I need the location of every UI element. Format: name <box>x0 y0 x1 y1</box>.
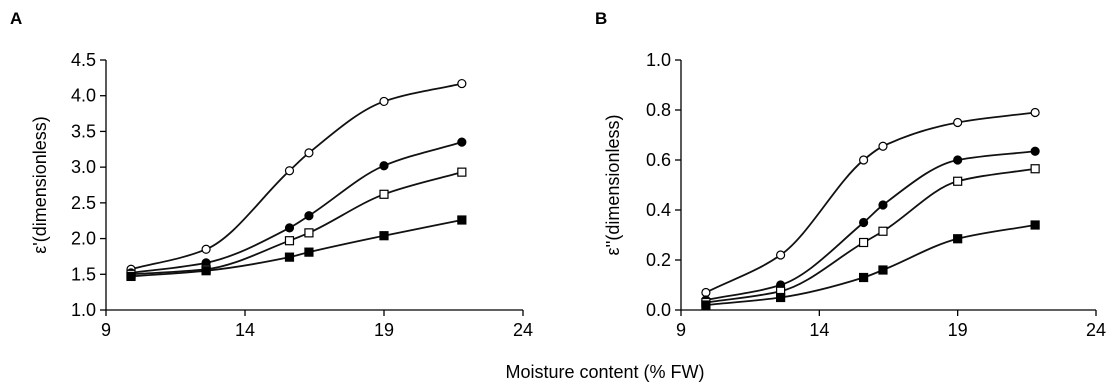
data-point-open-square <box>878 226 888 236</box>
y-tick-label: 3.0 <box>71 157 96 177</box>
y-axis-title: ε''(dimensionless) <box>603 115 623 256</box>
x-axis-title: Moisture content (% FW) <box>505 362 704 382</box>
panel-letter: A <box>10 9 22 28</box>
x-tick-label: 9 <box>101 320 111 340</box>
y-tick-label: 4.5 <box>71 50 96 70</box>
data-point-filled-square <box>953 234 963 244</box>
y-tick-label: 0.6 <box>646 150 671 170</box>
y-tick-label: 4.0 <box>71 86 96 106</box>
data-point-filled-square <box>878 265 888 275</box>
y-axis-title: ε'(dimensionless) <box>30 116 50 254</box>
data-point-open-circle <box>858 155 869 165</box>
x-tick-label: 24 <box>513 320 533 340</box>
series-line-filled-circle <box>705 150 1036 301</box>
data-point-open-circle <box>304 148 314 158</box>
data-point-open-square <box>304 228 314 238</box>
data-point-filled-square <box>457 215 467 225</box>
data-point-open-circle <box>1030 107 1040 118</box>
data-point-open-square <box>858 237 869 248</box>
x-tick-label: 24 <box>1086 320 1106 340</box>
data-point-open-circle <box>953 117 963 128</box>
data-point-filled-circle <box>457 137 467 147</box>
data-point-open-circle <box>284 166 295 176</box>
panel-b: B 0.0 0.2 0.4 0.6 0.8 1.0 9 14 19 24 ε''(dimensionl… <box>595 9 1106 340</box>
data-point-filled-square <box>858 272 869 283</box>
data-point-filled-circle <box>878 200 888 210</box>
data-point-open-square <box>284 236 295 246</box>
y-tick-label: 1.0 <box>71 300 96 320</box>
series-line-filled-circle <box>130 141 463 274</box>
series-line-open-circle <box>130 82 463 271</box>
y-tick-label: 3.5 <box>71 121 96 141</box>
data-point-filled-circle <box>858 217 869 228</box>
y-tick-label: 0.0 <box>646 300 671 320</box>
data-point-open-square <box>379 189 389 199</box>
data-point-open-circle <box>775 250 786 260</box>
data-point-filled-square <box>379 231 389 241</box>
series-line-open-square <box>705 167 1036 304</box>
data-point-open-square <box>457 167 467 177</box>
y-tick-label: 2.0 <box>71 229 96 249</box>
data-point-filled-circle <box>379 161 389 171</box>
y-tick-label: 1.5 <box>71 264 96 284</box>
data-point-open-circle <box>701 287 711 298</box>
x-tick-label: 19 <box>948 320 968 340</box>
y-tick-label: 0.4 <box>646 200 671 220</box>
y-tick-label: 0.2 <box>646 250 671 270</box>
y-tick-label: 0.8 <box>646 100 671 120</box>
x-tick-label: 14 <box>809 320 829 340</box>
series-line-open-circle <box>705 111 1036 294</box>
data-point-filled-square <box>284 252 295 262</box>
data-point-filled-square <box>304 247 314 257</box>
y-tick-label: 2.5 <box>71 193 96 213</box>
x-tick-label: 14 <box>235 320 255 340</box>
data-point-filled-square <box>1030 220 1040 230</box>
panel-letter: B <box>595 9 607 28</box>
data-point-filled-circle <box>304 211 314 221</box>
series-line-filled-square <box>130 219 463 278</box>
data-point-open-circle <box>201 244 211 254</box>
data-point-filled-square <box>126 271 136 282</box>
y-tick-label: 1.0 <box>646 50 671 70</box>
data-point-filled-square <box>701 300 711 310</box>
data-point-filled-circle <box>953 155 963 165</box>
data-point-filled-circle <box>284 223 295 233</box>
x-tick-label: 19 <box>374 320 394 340</box>
x-tick-label: 9 <box>676 320 686 340</box>
data-point-open-circle <box>379 96 389 107</box>
data-point-open-square <box>1030 164 1040 174</box>
data-point-open-circle <box>457 78 467 89</box>
data-point-open-circle <box>878 141 888 151</box>
data-point-filled-square <box>201 266 211 276</box>
data-point-filled-circle <box>1030 146 1040 156</box>
panel-a: A 1.0 1.5 2.0 2.5 3.0 3.5 4.0 4.5 9 14 19 24 ε'(dimen… <box>10 9 533 340</box>
series-line-filled-square <box>705 224 1036 306</box>
data-point-filled-square <box>775 292 786 303</box>
data-point-open-square <box>953 176 963 186</box>
